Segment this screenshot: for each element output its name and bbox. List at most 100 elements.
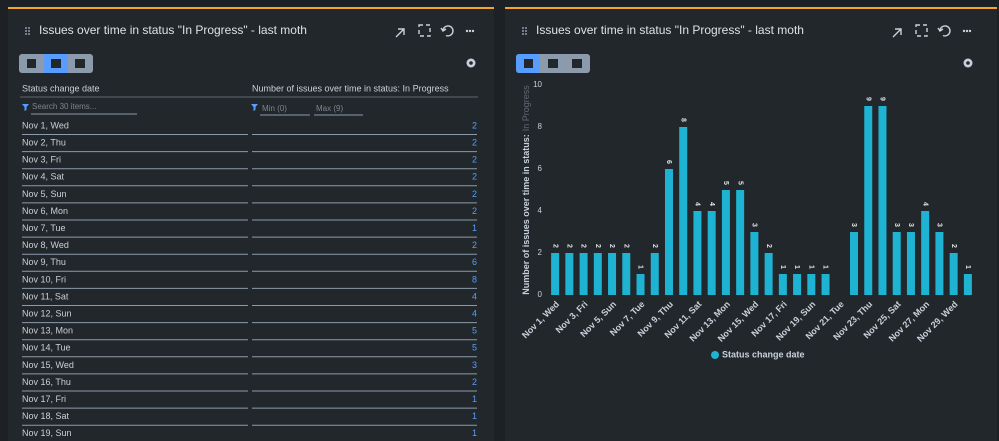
value-label: 8 bbox=[679, 118, 686, 122]
bar bbox=[807, 274, 816, 295]
bar bbox=[821, 274, 830, 295]
count-cell: 8 bbox=[472, 274, 477, 284]
date-cell: Nov 5, Sun bbox=[22, 189, 67, 199]
date-cell: Nov 16, Thu bbox=[22, 377, 71, 387]
bar bbox=[906, 232, 915, 295]
value-label: 4 bbox=[708, 202, 715, 206]
settings[interactable] bbox=[466, 58, 973, 68]
date-cell: Nov 4, Sat bbox=[22, 172, 65, 182]
value-label: 2 bbox=[651, 244, 658, 248]
bar bbox=[963, 274, 972, 295]
count-cell: 4 bbox=[472, 308, 477, 318]
count-cell: 1 bbox=[472, 428, 477, 438]
bar bbox=[778, 274, 787, 295]
legend-label: Status change date bbox=[722, 349, 805, 359]
y-tick-label: 4 bbox=[538, 206, 543, 215]
bar bbox=[878, 106, 887, 295]
right-panel bbox=[505, 8, 997, 441]
bar bbox=[736, 190, 745, 295]
drag-handle[interactable] bbox=[522, 27, 527, 35]
date-cell: Nov 19, Sun bbox=[22, 428, 72, 438]
legend-marker bbox=[711, 351, 719, 359]
date-cell: Nov 17, Fri bbox=[22, 394, 66, 404]
date-cell: Nov 11, Sat bbox=[22, 291, 69, 301]
date-cell: Nov 7, Tue bbox=[22, 223, 66, 233]
date-cell: Nov 15, Wed bbox=[22, 360, 74, 370]
y-tick-label: 0 bbox=[538, 290, 543, 299]
value-label: 4 bbox=[694, 202, 701, 206]
bar bbox=[693, 211, 702, 295]
count-cell: 5 bbox=[472, 343, 477, 353]
count-cell: 2 bbox=[472, 137, 477, 147]
bar bbox=[850, 232, 859, 295]
column-header[interactable]: Number of issues over time in status: In… bbox=[252, 83, 449, 93]
bar bbox=[593, 253, 602, 295]
search-input[interactable]: Search 30 items... bbox=[32, 102, 96, 111]
bar bbox=[949, 253, 958, 295]
value-label: 2 bbox=[566, 244, 573, 248]
date-cell: Nov 12, Sun bbox=[22, 308, 72, 318]
date-cell: Nov 13, Mon bbox=[22, 326, 73, 336]
y-tick-label: 8 bbox=[538, 122, 543, 131]
bar bbox=[664, 169, 673, 295]
value-label: 3 bbox=[751, 223, 758, 227]
date-cell: Nov 18, Sat bbox=[22, 411, 70, 421]
panel-accent bbox=[505, 7, 997, 9]
date-cell: Nov 8, Wed bbox=[22, 240, 69, 250]
value-label: 3 bbox=[907, 223, 914, 227]
count-cell: 2 bbox=[472, 240, 477, 250]
table: Status change date Number of issues over… bbox=[20, 83, 478, 438]
value-label: 1 bbox=[637, 265, 644, 269]
more-menu[interactable] bbox=[465, 29, 972, 33]
value-label: 2 bbox=[608, 244, 615, 248]
count-cell: 5 bbox=[472, 326, 477, 336]
value-label: 5 bbox=[722, 181, 729, 185]
bar bbox=[679, 127, 688, 295]
bar bbox=[579, 253, 588, 295]
value-label: 3 bbox=[936, 223, 943, 227]
date-cell: Nov 3, Fri bbox=[22, 155, 61, 165]
drag-handle[interactable] bbox=[25, 27, 30, 35]
bar bbox=[707, 211, 716, 295]
date-cell: Nov 9, Thu bbox=[22, 257, 66, 267]
bar bbox=[864, 106, 873, 295]
max-input[interactable]: Max (9) bbox=[316, 104, 343, 113]
y-axis-title-status: In Progress bbox=[521, 85, 531, 132]
y-tick-label: 2 bbox=[538, 248, 543, 257]
bar bbox=[721, 190, 730, 295]
count-cell: 2 bbox=[472, 155, 477, 165]
value-label: 4 bbox=[921, 202, 928, 206]
panel-title: Issues over time in status "In Progress"… bbox=[39, 23, 307, 37]
value-label: 3 bbox=[893, 223, 900, 227]
bar bbox=[935, 232, 944, 295]
y-tick-label: 10 bbox=[533, 80, 542, 89]
panel-accent bbox=[8, 7, 494, 9]
value-label: 9 bbox=[879, 97, 886, 101]
value-label: 2 bbox=[765, 244, 772, 248]
count-cell: 2 bbox=[472, 206, 477, 216]
column-header[interactable]: Status change date bbox=[22, 83, 100, 93]
value-label: 1 bbox=[779, 265, 786, 269]
count-cell: 6 bbox=[472, 257, 477, 267]
value-label: 2 bbox=[594, 244, 601, 248]
y-axis-title: Number of issues over time in status: In … bbox=[521, 85, 531, 295]
count-cell: 2 bbox=[472, 120, 477, 130]
value-label: 9 bbox=[864, 97, 871, 101]
view-toggle[interactable] bbox=[19, 54, 590, 73]
count-cell: 1 bbox=[472, 394, 477, 404]
panel-title: Issues over time in status "In Progress"… bbox=[536, 23, 804, 37]
min-input[interactable]: Min (0) bbox=[262, 104, 287, 113]
bar bbox=[565, 253, 574, 295]
bar bbox=[921, 211, 930, 295]
value-label: 3 bbox=[850, 223, 857, 227]
value-label: 2 bbox=[622, 244, 629, 248]
value-label: 2 bbox=[580, 244, 587, 248]
count-cell: 1 bbox=[472, 411, 477, 421]
count-cell: 2 bbox=[472, 189, 477, 199]
value-label: 1 bbox=[793, 265, 800, 269]
panel-icons[interactable] bbox=[395, 24, 951, 38]
value-label: 6 bbox=[665, 160, 672, 164]
count-cell: 4 bbox=[472, 291, 477, 301]
count-cell: 1 bbox=[472, 223, 477, 233]
